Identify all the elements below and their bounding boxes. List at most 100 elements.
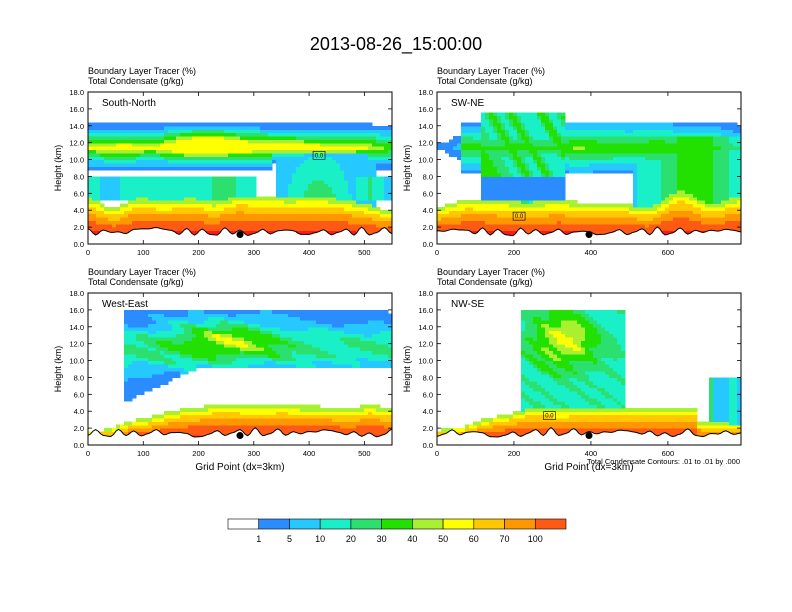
colorbar-label: 60 (469, 534, 479, 544)
y-tick-label: 2.0 (423, 223, 433, 232)
y-tick-label: 4.0 (74, 407, 84, 416)
panels: Boundary Layer Tracer (%)Total Condensat… (53, 66, 742, 473)
panel-3: Boundary Layer Tracer (%)Total Condensat… (53, 267, 393, 473)
y-tick-label: 12.0 (69, 139, 84, 148)
y-tick-label: 12.0 (69, 340, 84, 349)
y-tick-label: 0.0 (74, 441, 84, 450)
panel-title-line2: Total Condensate (g/kg) (437, 277, 533, 287)
colorbar-swatch (289, 518, 321, 530)
x-tick-label: 600 (662, 248, 675, 257)
panel-label: West-East (102, 299, 148, 310)
y-tick-label: 18.0 (418, 88, 433, 97)
panel-title-line1: Boundary Layer Tracer (%) (88, 66, 196, 76)
y-axis-label: Height (km) (53, 346, 63, 393)
x-tick-label: 200 (508, 449, 521, 458)
panel-title-line2: Total Condensate (g/kg) (88, 76, 184, 86)
y-tick-label: 2.0 (74, 424, 84, 433)
colorbar-swatch (504, 518, 536, 530)
contour-label-box (543, 411, 556, 420)
x-tick-label: 200 (508, 248, 521, 257)
colorbar-swatch (442, 518, 475, 530)
y-tick-label: 6.0 (423, 189, 433, 198)
location-marker (585, 231, 593, 239)
y-tick-label: 12.0 (418, 340, 433, 349)
y-tick-label: 18.0 (69, 289, 84, 298)
y-tick-label: 0.0 (74, 240, 84, 249)
contour-note: Total Condensate Contours: .01 to .01 by… (587, 457, 740, 466)
panel-frame (87, 91, 393, 245)
x-tick-label: 400 (303, 248, 316, 257)
x-tick-label: 300 (248, 248, 261, 257)
main-title: 2013-08-26_15:00:00 (310, 34, 482, 55)
x-axis-label: Grid Point (dx=3km) (544, 462, 633, 473)
y-tick-label: 16.0 (418, 105, 433, 114)
x-tick-label: 400 (585, 449, 598, 458)
colorbar-label: 30 (377, 534, 387, 544)
colorbar-label: 5 (287, 534, 292, 544)
colorbar-swatch (258, 518, 290, 530)
y-tick-label: 14.0 (418, 323, 433, 332)
y-tick-label: 12.0 (418, 139, 433, 148)
panel-1: Boundary Layer Tracer (%)Total Condensat… (53, 66, 393, 257)
colorbar-label: 10 (315, 534, 325, 544)
panel-2: Boundary Layer Tracer (%)Total Condensat… (402, 66, 742, 257)
panel-label: SW-NE (451, 98, 484, 109)
y-tick-label: 10.0 (418, 156, 433, 165)
y-tick-label: 14.0 (418, 122, 433, 131)
panel-4: Boundary Layer Tracer (%)Total Condensat… (402, 267, 742, 473)
panel-frame (436, 292, 742, 446)
x-tick-label: 300 (248, 449, 261, 458)
colorbar-swatch (473, 518, 505, 530)
y-tick-label: 4.0 (74, 206, 84, 215)
y-tick-label: 4.0 (423, 407, 433, 416)
y-axis-label: Height (km) (402, 145, 412, 192)
y-tick-label: 10.0 (69, 357, 84, 366)
y-tick-label: 8.0 (74, 373, 84, 382)
y-tick-label: 10.0 (69, 156, 84, 165)
y-tick-label: 16.0 (69, 306, 84, 315)
y-tick-label: 14.0 (69, 323, 84, 332)
field-cells (88, 122, 393, 245)
y-tick-label: 8.0 (423, 172, 433, 181)
y-tick-label: 6.0 (74, 390, 84, 399)
colorbar-label: 50 (438, 534, 448, 544)
colorbar-swatch (381, 518, 413, 530)
y-tick-label: 6.0 (74, 189, 84, 198)
panel-title-line2: Total Condensate (g/kg) (437, 76, 533, 86)
location-marker (585, 432, 593, 440)
x-tick-label: 0 (86, 248, 90, 257)
y-axis-label: Height (km) (402, 346, 412, 393)
y-tick-label: 16.0 (418, 306, 433, 315)
field-cells (437, 309, 742, 446)
colorbar-swatch (227, 518, 260, 530)
x-tick-label: 600 (662, 449, 675, 458)
y-tick-label: 16.0 (69, 105, 84, 114)
panel-frame (87, 292, 393, 446)
y-tick-label: 0.0 (423, 441, 433, 450)
x-tick-label: 200 (192, 449, 205, 458)
x-tick-label: 0 (435, 449, 439, 458)
y-tick-label: 14.0 (69, 122, 84, 131)
contour-label: 0.0 (545, 414, 554, 420)
colorbar-label: 100 (528, 534, 543, 544)
colorbar-swatch (534, 518, 567, 530)
panel-title-line2: Total Condensate (g/kg) (88, 277, 184, 287)
y-tick-label: 4.0 (423, 206, 433, 215)
y-tick-label: 8.0 (423, 373, 433, 382)
location-marker (236, 231, 244, 239)
x-tick-label: 100 (137, 449, 150, 458)
x-tick-label: 200 (192, 248, 205, 257)
x-tick-label: 100 (137, 248, 150, 257)
contour-label-box (312, 151, 326, 160)
colorbar: 1 5 10 20 30 40 50 60 70 100 (227, 518, 567, 544)
panel-title-line1: Boundary Layer Tracer (%) (88, 267, 196, 277)
field-cells (437, 112, 742, 245)
x-tick-label: 400 (303, 449, 316, 458)
y-tick-label: 18.0 (69, 88, 84, 97)
panel-label: NW-SE (451, 299, 484, 310)
colorbar-swatch (350, 518, 382, 530)
panel-frame (436, 91, 742, 245)
field-cells (88, 309, 393, 446)
panel-label: South-North (102, 98, 156, 109)
